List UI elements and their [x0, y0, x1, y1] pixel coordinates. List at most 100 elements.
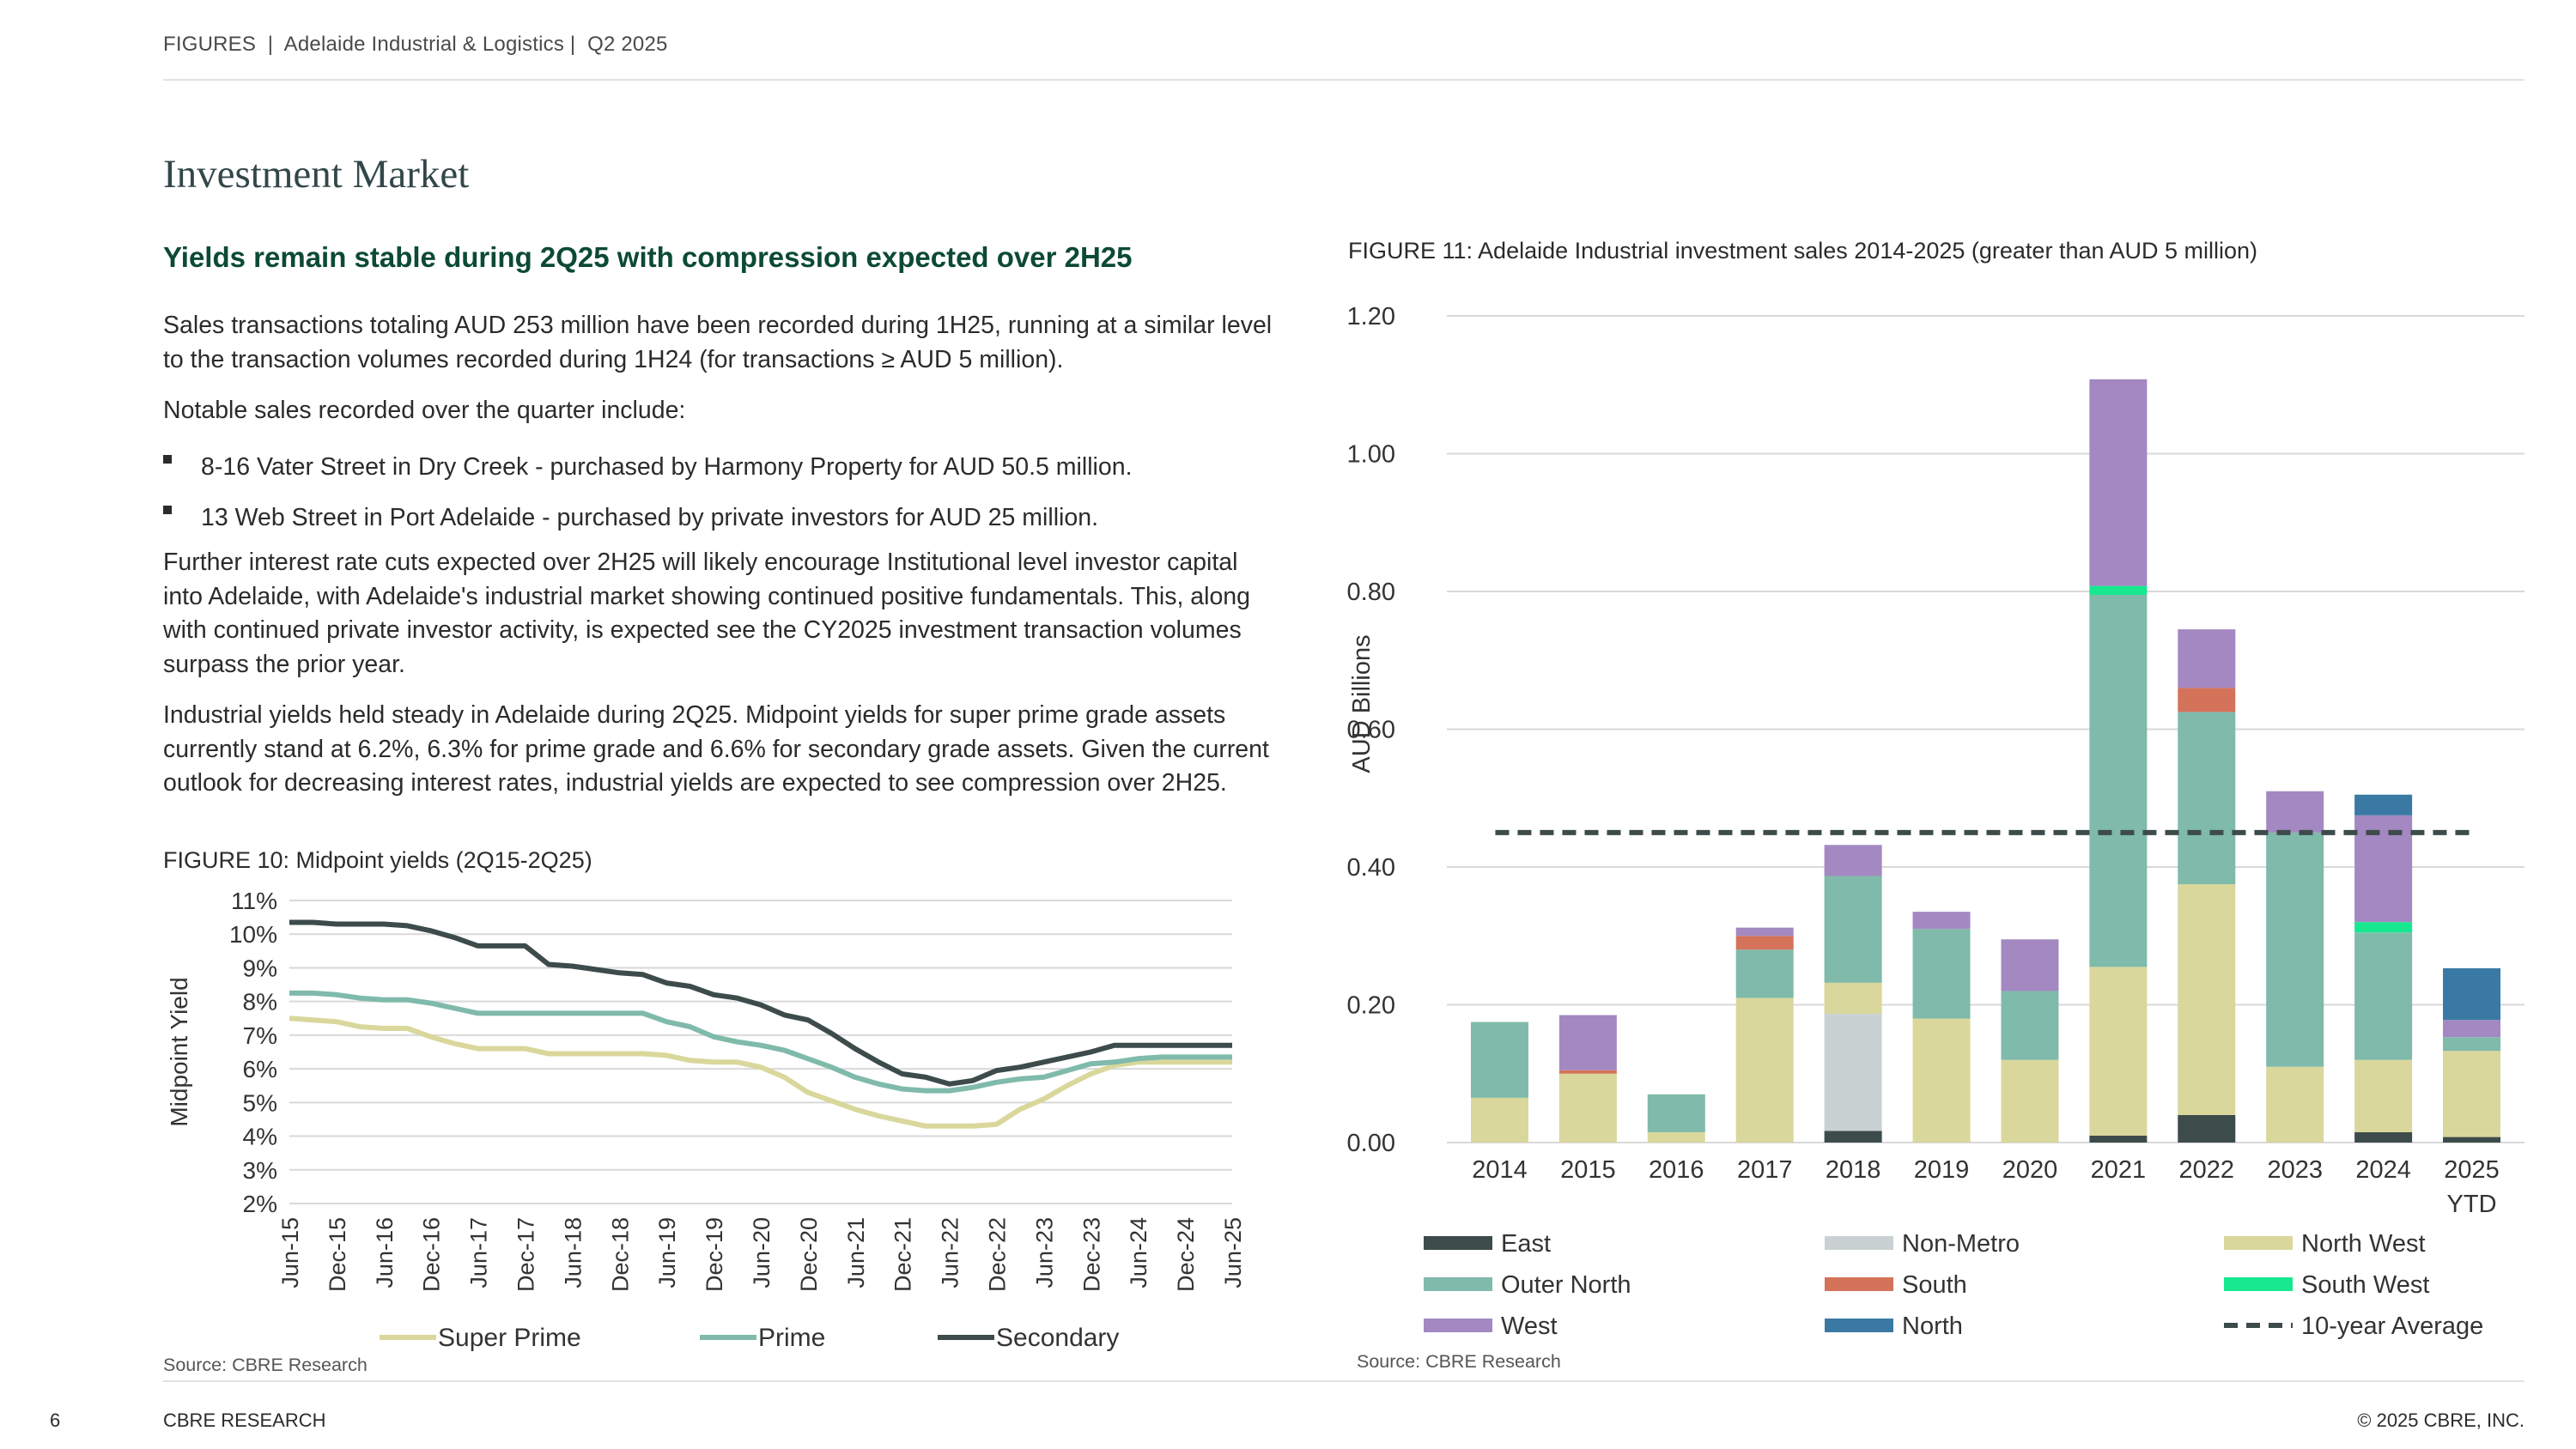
paragraph-1: Sales transactions totaling AUD 253 mill… — [163, 309, 1288, 377]
x-tick-label: 2019 — [1914, 1156, 1970, 1184]
footer-brand: CBRE RESEARCH — [163, 1410, 326, 1431]
paragraph-3-text: Further interest rate cuts expected over… — [163, 549, 1251, 678]
legend-swatch — [1825, 1236, 1893, 1250]
legend-label: North West — [2301, 1230, 2426, 1258]
x-tick-label: YTD — [2447, 1191, 2497, 1218]
y-tick-label: 6% — [243, 1056, 277, 1082]
bar-segment — [1470, 1097, 1528, 1143]
bullet-marker — [163, 455, 172, 464]
footer-copyright: © 2025 CBRE, INC. — [2357, 1410, 2524, 1431]
page-number: 6 — [50, 1410, 61, 1431]
y-tick-label: 1.00 — [1347, 441, 1395, 469]
y-tick-label: 8% — [243, 989, 277, 1016]
bar-segment — [1558, 1073, 1617, 1143]
subheading: Yields remain stable during 2Q25 with co… — [163, 241, 1133, 273]
x-tick-label: Jun-20 — [749, 1217, 775, 1288]
y-tick-label: 11% — [231, 888, 277, 914]
x-tick-label: 2015 — [1560, 1156, 1616, 1184]
y-tick-label: 0.60 — [1347, 717, 1395, 744]
legend-label: North — [1902, 1313, 1963, 1340]
bar-segment — [2178, 884, 2236, 1115]
bar-segment — [1647, 1131, 1705, 1143]
bullet-text: 13 Web Street in Port Adelaide - purchas… — [201, 504, 1098, 531]
y-tick-label: 1.20 — [1347, 303, 1395, 330]
bar-segment — [2354, 922, 2413, 933]
paragraph-4: Industrial yields held steady in Adelaid… — [163, 699, 1279, 801]
figure-10-source: Source: CBRE Research — [163, 1355, 368, 1375]
paragraph-3: Further interest rate cuts expected over… — [163, 546, 1254, 682]
bar-segment — [2443, 1037, 2501, 1052]
running-header: FIGURES | Adelaide Industrial & Logistic… — [163, 33, 668, 56]
bar-segment — [1735, 936, 1794, 950]
bar-segment — [2089, 1135, 2148, 1143]
figure-10-line-chart: 2% 3% 4% 5% 6% 7% 8% 9% 10% 11% Midpoint Yield Jun-… — [166, 888, 1246, 1352]
section-title: Investment Market — [163, 152, 470, 197]
x-tick-label: Jun-19 — [654, 1217, 680, 1288]
bar-segment — [1735, 997, 1794, 1143]
x-tick-label: Dec-18 — [607, 1217, 633, 1292]
x-tick-label: 2016 — [1649, 1156, 1704, 1184]
legend-label: Super Prime — [438, 1324, 581, 1352]
bar-segment — [2001, 991, 2059, 1060]
paragraph-2-text: Notable sales recorded over the quarter … — [163, 397, 686, 424]
bar-segment — [1912, 1018, 1971, 1143]
legend-swatch — [2224, 1277, 2293, 1291]
bar-segment — [1912, 912, 1971, 930]
bar-segment — [2354, 815, 2413, 923]
figure-11-stacked-bar-chart: 0.00 0.20 0.40 0.60 0.80 1.00 1.20 AUD Billions… — [1347, 303, 2524, 1340]
y-tick-label: 9% — [243, 955, 277, 981]
x-tick-label: Jun-22 — [938, 1217, 963, 1288]
legend-swatch — [1825, 1277, 1893, 1291]
series-line — [289, 990, 1232, 1094]
paragraph-2: Notable sales recorded over the quarter … — [163, 394, 1279, 428]
bar-segment — [2354, 1131, 2413, 1143]
x-tick-label: Dec-23 — [1078, 1217, 1104, 1292]
bar-segment — [2354, 1059, 2413, 1132]
bar-segment — [2354, 794, 2413, 815]
x-tick-label: Jun-15 — [277, 1217, 303, 1288]
series-line — [289, 1016, 1232, 1129]
y-tick-label: 0.00 — [1347, 1130, 1395, 1157]
bar-segment — [2178, 1114, 2236, 1143]
x-tick-label: Dec-19 — [702, 1217, 727, 1292]
x-tick-label: Jun-18 — [560, 1217, 586, 1288]
x-tick-label: 2020 — [2002, 1156, 2058, 1184]
y-tick-label: 0.80 — [1347, 579, 1395, 606]
figure-11-caption: FIGURE 11: Adelaide Industrial investmen… — [1348, 238, 2258, 264]
bar-segment — [1647, 1094, 1705, 1132]
paragraph-4-text: Industrial yields held steady in Adelaid… — [163, 701, 1269, 797]
bar-segment — [2089, 585, 2148, 596]
legend-swatch — [1424, 1277, 1492, 1291]
x-tick-label: 2018 — [1826, 1156, 1881, 1184]
x-tick-label: Jun-25 — [1220, 1217, 1246, 1288]
bar-segment — [2443, 1020, 2501, 1038]
y-tick-label: 7% — [243, 1022, 277, 1049]
bar-segment — [1470, 1022, 1528, 1098]
bar-segment — [2178, 688, 2236, 712]
x-tick-label: Dec-24 — [1173, 1217, 1199, 1292]
bar-segment — [2178, 629, 2236, 688]
bar-segment — [2001, 1059, 2059, 1143]
x-tick-label: Dec-21 — [890, 1217, 916, 1292]
bar-segment — [1824, 982, 1882, 1014]
legend-swatch — [1424, 1319, 1492, 1332]
legend-label: South — [1902, 1271, 1967, 1299]
y-tick-label: 5% — [243, 1089, 277, 1116]
bullet-text: 8-16 Vater Street in Dry Creek - purchas… — [201, 453, 1133, 481]
bar-segment — [2266, 791, 2324, 833]
y-tick-label: 3% — [243, 1157, 277, 1184]
y-tick-label: 4% — [243, 1124, 277, 1150]
bar-segment — [2089, 595, 2148, 967]
x-tick-label: 2025 — [2444, 1156, 2500, 1184]
y-tick-label: 0.40 — [1347, 854, 1395, 882]
legend-label: Prime — [758, 1324, 825, 1352]
bar-segment — [1824, 845, 1882, 876]
bar-segment — [1824, 1131, 1882, 1143]
bar-segment — [2089, 379, 2148, 586]
x-tick-label: Dec-16 — [419, 1217, 445, 1292]
bar-segment — [1735, 927, 1794, 937]
bar-segment — [2089, 967, 2148, 1136]
x-tick-label: 2023 — [2267, 1156, 2323, 1184]
x-tick-label: Jun-16 — [372, 1217, 398, 1288]
bar-segment — [1735, 949, 1794, 998]
